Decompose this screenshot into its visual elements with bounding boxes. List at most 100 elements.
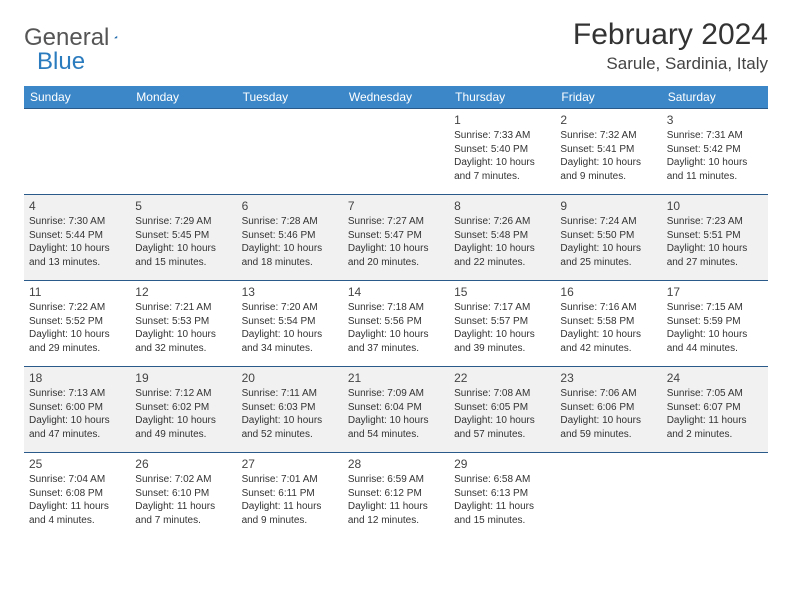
- sunrise-text: Sunrise: 7:21 AM: [135, 301, 231, 315]
- sunrise-text: Sunrise: 7:16 AM: [560, 301, 656, 315]
- sunrise-text: Sunrise: 7:12 AM: [135, 387, 231, 401]
- calendar-cell: [237, 109, 343, 195]
- calendar-table: Sunday Monday Tuesday Wednesday Thursday…: [24, 86, 768, 539]
- day-number: 28: [348, 456, 444, 472]
- calendar-cell: 9Sunrise: 7:24 AMSunset: 5:50 PMDaylight…: [555, 195, 661, 281]
- daylight-text: Daylight: 11 hours: [454, 500, 550, 514]
- sunset-text: Sunset: 6:12 PM: [348, 487, 444, 501]
- daylight-text: and 11 minutes.: [667, 170, 763, 184]
- day-number: 9: [560, 198, 656, 214]
- calendar-header-row: Sunday Monday Tuesday Wednesday Thursday…: [24, 86, 768, 109]
- daylight-text: Daylight: 11 hours: [242, 500, 338, 514]
- calendar-cell: 24Sunrise: 7:05 AMSunset: 6:07 PMDayligh…: [662, 367, 768, 453]
- daylight-text: Daylight: 10 hours: [348, 414, 444, 428]
- day-number: 1: [454, 112, 550, 128]
- sunset-text: Sunset: 5:59 PM: [667, 315, 763, 329]
- sunset-text: Sunset: 5:58 PM: [560, 315, 656, 329]
- calendar-cell: 2Sunrise: 7:32 AMSunset: 5:41 PMDaylight…: [555, 109, 661, 195]
- sunrise-text: Sunrise: 7:31 AM: [667, 129, 763, 143]
- daylight-text: Daylight: 10 hours: [242, 328, 338, 342]
- calendar-cell: 25Sunrise: 7:04 AMSunset: 6:08 PMDayligh…: [24, 453, 130, 539]
- day-number: 4: [29, 198, 125, 214]
- weekday-header: Tuesday: [237, 86, 343, 109]
- sunrise-text: Sunrise: 7:01 AM: [242, 473, 338, 487]
- sunset-text: Sunset: 6:02 PM: [135, 401, 231, 415]
- calendar-cell: 18Sunrise: 7:13 AMSunset: 6:00 PMDayligh…: [24, 367, 130, 453]
- daylight-text: and 59 minutes.: [560, 428, 656, 442]
- sunset-text: Sunset: 5:52 PM: [29, 315, 125, 329]
- day-number: 13: [242, 284, 338, 300]
- daylight-text: Daylight: 10 hours: [454, 242, 550, 256]
- sunset-text: Sunset: 5:54 PM: [242, 315, 338, 329]
- daylight-text: and 4 minutes.: [29, 514, 125, 528]
- day-number: 5: [135, 198, 231, 214]
- logo-text-2: Blue: [37, 48, 85, 76]
- header: General February 2024 Sarule, Sardinia, …: [24, 18, 768, 74]
- calendar-cell: 27Sunrise: 7:01 AMSunset: 6:11 PMDayligh…: [237, 453, 343, 539]
- calendar-cell: 4Sunrise: 7:30 AMSunset: 5:44 PMDaylight…: [24, 195, 130, 281]
- daylight-text: Daylight: 10 hours: [560, 328, 656, 342]
- calendar-cell: 17Sunrise: 7:15 AMSunset: 5:59 PMDayligh…: [662, 281, 768, 367]
- daylight-text: and 29 minutes.: [29, 342, 125, 356]
- month-title: February 2024: [573, 18, 768, 52]
- daylight-text: and 37 minutes.: [348, 342, 444, 356]
- day-number: 12: [135, 284, 231, 300]
- calendar-cell: 1Sunrise: 7:33 AMSunset: 5:40 PMDaylight…: [449, 109, 555, 195]
- calendar-cell: 21Sunrise: 7:09 AMSunset: 6:04 PMDayligh…: [343, 367, 449, 453]
- calendar-cell: 6Sunrise: 7:28 AMSunset: 5:46 PMDaylight…: [237, 195, 343, 281]
- weekday-header: Thursday: [449, 86, 555, 109]
- daylight-text: Daylight: 11 hours: [135, 500, 231, 514]
- sunset-text: Sunset: 5:41 PM: [560, 143, 656, 157]
- day-number: 16: [560, 284, 656, 300]
- daylight-text: and 22 minutes.: [454, 256, 550, 270]
- calendar-row: 4Sunrise: 7:30 AMSunset: 5:44 PMDaylight…: [24, 195, 768, 281]
- day-number: 27: [242, 456, 338, 472]
- calendar-cell: 14Sunrise: 7:18 AMSunset: 5:56 PMDayligh…: [343, 281, 449, 367]
- sunrise-text: Sunrise: 7:02 AM: [135, 473, 231, 487]
- calendar-cell: [24, 109, 130, 195]
- calendar-cell: 11Sunrise: 7:22 AMSunset: 5:52 PMDayligh…: [24, 281, 130, 367]
- sunset-text: Sunset: 6:06 PM: [560, 401, 656, 415]
- sunset-text: Sunset: 6:08 PM: [29, 487, 125, 501]
- daylight-text: and 20 minutes.: [348, 256, 444, 270]
- day-number: 7: [348, 198, 444, 214]
- daylight-text: Daylight: 10 hours: [29, 242, 125, 256]
- weekday-header: Friday: [555, 86, 661, 109]
- weekday-header: Sunday: [24, 86, 130, 109]
- daylight-text: and 7 minutes.: [454, 170, 550, 184]
- calendar-cell: 26Sunrise: 7:02 AMSunset: 6:10 PMDayligh…: [130, 453, 236, 539]
- sunset-text: Sunset: 6:13 PM: [454, 487, 550, 501]
- calendar-cell: 23Sunrise: 7:06 AMSunset: 6:06 PMDayligh…: [555, 367, 661, 453]
- day-number: 25: [29, 456, 125, 472]
- day-number: 6: [242, 198, 338, 214]
- calendar-cell: 29Sunrise: 6:58 AMSunset: 6:13 PMDayligh…: [449, 453, 555, 539]
- sunset-text: Sunset: 5:48 PM: [454, 229, 550, 243]
- sunset-text: Sunset: 6:07 PM: [667, 401, 763, 415]
- daylight-text: and 27 minutes.: [667, 256, 763, 270]
- daylight-text: Daylight: 10 hours: [135, 414, 231, 428]
- day-number: 17: [667, 284, 763, 300]
- logo-sail-icon: [114, 27, 118, 47]
- day-number: 19: [135, 370, 231, 386]
- daylight-text: and 42 minutes.: [560, 342, 656, 356]
- daylight-text: and 39 minutes.: [454, 342, 550, 356]
- daylight-text: and 44 minutes.: [667, 342, 763, 356]
- sunrise-text: Sunrise: 6:59 AM: [348, 473, 444, 487]
- daylight-text: and 34 minutes.: [242, 342, 338, 356]
- calendar-cell: 16Sunrise: 7:16 AMSunset: 5:58 PMDayligh…: [555, 281, 661, 367]
- calendar-row: 1Sunrise: 7:33 AMSunset: 5:40 PMDaylight…: [24, 109, 768, 195]
- calendar-row: 18Sunrise: 7:13 AMSunset: 6:00 PMDayligh…: [24, 367, 768, 453]
- calendar-cell: 20Sunrise: 7:11 AMSunset: 6:03 PMDayligh…: [237, 367, 343, 453]
- daylight-text: and 52 minutes.: [242, 428, 338, 442]
- day-number: 11: [29, 284, 125, 300]
- daylight-text: Daylight: 11 hours: [348, 500, 444, 514]
- daylight-text: and 15 minutes.: [135, 256, 231, 270]
- location: Sarule, Sardinia, Italy: [573, 54, 768, 74]
- daylight-text: Daylight: 10 hours: [29, 414, 125, 428]
- sunrise-text: Sunrise: 7:29 AM: [135, 215, 231, 229]
- calendar-cell: 10Sunrise: 7:23 AMSunset: 5:51 PMDayligh…: [662, 195, 768, 281]
- sunrise-text: Sunrise: 7:09 AM: [348, 387, 444, 401]
- daylight-text: Daylight: 10 hours: [348, 242, 444, 256]
- sunset-text: Sunset: 5:46 PM: [242, 229, 338, 243]
- weekday-header: Monday: [130, 86, 236, 109]
